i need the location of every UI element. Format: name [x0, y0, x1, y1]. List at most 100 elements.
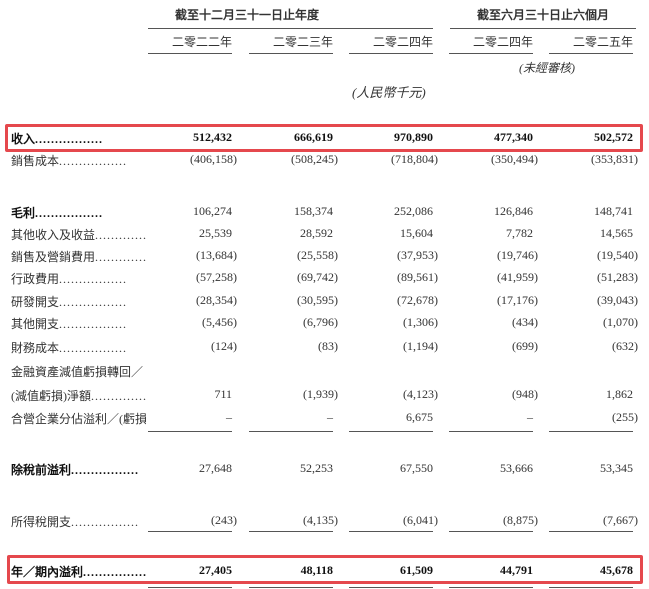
row-value: 44,791 [500, 563, 533, 577]
row-label: 行政費用................. [11, 272, 128, 286]
row-value: (718,804) [391, 152, 438, 166]
row-label: 毛利................. [11, 206, 104, 220]
subtotal-underline [349, 587, 433, 588]
row-value: (243) [211, 513, 237, 527]
row-value: 7,782 [506, 226, 533, 240]
divider [349, 53, 433, 54]
subtotal-underline [249, 587, 333, 588]
row-value: (41,959) [497, 270, 538, 284]
currency-note: (人民幣千元) [352, 85, 426, 100]
row-value: (25,558) [297, 248, 338, 262]
row-label: 合營企業分佔溢利／(虧損)................. [11, 412, 146, 426]
row-value: 14,565 [600, 226, 633, 240]
row-label: 年／期內溢利................. [11, 565, 146, 579]
subtotal-underline [349, 531, 433, 532]
row-value: 252,086 [394, 204, 433, 218]
row-value: (7,667) [603, 513, 638, 527]
row-value: (89,561) [397, 270, 438, 284]
row-label: 其他開支................. [11, 317, 128, 331]
header-six-months-group: 截至六月三十日止六個月 [476, 8, 609, 22]
subtotal-underline [449, 587, 533, 588]
divider [148, 53, 232, 54]
row-value: (948) [512, 387, 538, 401]
row-value: (406,158) [190, 152, 237, 166]
row-value: 52,253 [300, 461, 333, 475]
subtotal-underline [549, 431, 633, 432]
row-value: 148,741 [594, 204, 633, 218]
row-value: (30,595) [297, 293, 338, 307]
row-value: 27,648 [199, 461, 232, 475]
row-value: (57,258) [196, 270, 237, 284]
row-value: (6,041) [403, 513, 438, 527]
row-value: (350,494) [491, 152, 538, 166]
row-value: 6,675 [406, 410, 433, 424]
row-value: (83) [318, 339, 338, 353]
row-value: 53,345 [600, 461, 633, 475]
column-year: 二零二二年 [171, 35, 232, 49]
row-value: (19,746) [497, 248, 538, 262]
row-label: 所得稅開支................. [11, 515, 140, 529]
row-value: 45,678 [600, 563, 633, 577]
divider [449, 53, 533, 54]
row-label: 金融資產減值虧損轉回／ [11, 365, 144, 379]
row-value: (1,194) [403, 339, 438, 353]
subtotal-underline [449, 531, 533, 532]
row-value: (1,306) [403, 315, 438, 329]
row-value: (434) [512, 315, 538, 329]
row-label: 研發開支................. [11, 295, 128, 309]
row-value: 512,432 [193, 130, 232, 144]
divider [549, 53, 633, 54]
divider [249, 53, 333, 54]
row-value: (508,245) [291, 152, 338, 166]
row-value: (72,678) [397, 293, 438, 307]
row-value: (353,831) [591, 152, 638, 166]
row-value: (13,684) [196, 248, 237, 262]
subtotal-underline [449, 431, 533, 432]
row-value: 25,539 [199, 226, 232, 240]
row-value: 666,619 [294, 130, 333, 144]
row-label: 其他收入及收益................. [11, 228, 146, 242]
row-value: 67,550 [400, 461, 433, 475]
row-value: – [327, 410, 333, 424]
column-year: 二零二三年 [272, 35, 333, 49]
row-value: – [527, 410, 533, 424]
row-value: 1,862 [606, 387, 633, 401]
row-value: (1,070) [603, 315, 638, 329]
row-label: 收入................. [11, 132, 104, 146]
divider [450, 28, 636, 29]
row-value: 502,572 [594, 130, 633, 144]
row-value: 711 [214, 387, 232, 401]
row-value: 158,374 [294, 204, 333, 218]
row-value: 477,340 [494, 130, 533, 144]
row-value: (19,540) [597, 248, 638, 262]
column-year: 二零二四年 [372, 35, 433, 49]
row-label: 除稅前溢利................. [11, 463, 140, 477]
highlight-box-net-profit [7, 555, 643, 584]
row-value: (124) [211, 339, 237, 353]
row-value: (17,176) [497, 293, 538, 307]
subtotal-underline [549, 531, 633, 532]
row-value: 106,274 [193, 204, 232, 218]
subtotal-underline [349, 431, 433, 432]
column-year: 二零二五年 [572, 35, 633, 49]
row-value: 126,846 [494, 204, 533, 218]
row-value: (6,796) [303, 315, 338, 329]
row-label: 財務成本................. [11, 341, 128, 355]
subtotal-underline [249, 531, 333, 532]
row-value: (1,939) [303, 387, 338, 401]
row-value: (8,875) [503, 513, 538, 527]
row-value: (28,354) [196, 293, 237, 307]
row-value: 61,509 [400, 563, 433, 577]
subtotal-underline [148, 587, 232, 588]
subtotal-underline [148, 531, 232, 532]
row-label: (減值虧損)淨額................. [11, 389, 146, 403]
row-value: (255) [612, 410, 638, 424]
row-value: 48,118 [300, 563, 333, 577]
row-value: (699) [512, 339, 538, 353]
subtotal-underline [249, 431, 333, 432]
divider [148, 28, 433, 29]
row-value: 28,592 [300, 226, 333, 240]
row-value: (51,283) [597, 270, 638, 284]
row-value: (4,135) [303, 513, 338, 527]
